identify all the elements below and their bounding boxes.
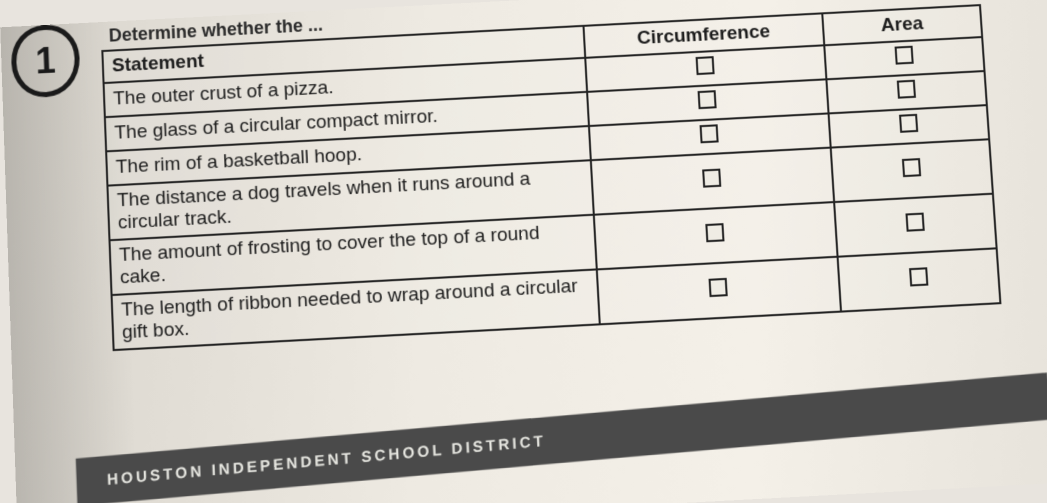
footer-bar: HOUSTON INDEPENDENT SCHOOL DISTRICT: [76, 373, 1047, 503]
area-cell: [831, 139, 993, 202]
checkbox-icon[interactable]: [899, 114, 918, 133]
checkbox-icon[interactable]: [700, 124, 719, 143]
area-cell: [834, 194, 997, 257]
circumference-cell: [596, 257, 840, 325]
question-number: 1: [35, 40, 57, 83]
checkbox-icon[interactable]: [698, 90, 717, 109]
question-number-circle: 1: [10, 23, 81, 99]
checkbox-icon[interactable]: [894, 46, 913, 65]
checkbox-icon[interactable]: [706, 223, 725, 242]
checkbox-icon[interactable]: [709, 278, 728, 297]
worksheet-paper: Determine whether the ... 1 Statement Ci…: [0, 0, 1047, 503]
checkbox-icon[interactable]: [702, 169, 721, 188]
checkbox-icon[interactable]: [696, 56, 715, 75]
area-cell: [837, 248, 1000, 311]
checkbox-icon[interactable]: [902, 158, 921, 177]
checkbox-icon[interactable]: [897, 80, 916, 99]
footer-text: HOUSTON INDEPENDENT SCHOOL DISTRICT: [107, 432, 547, 488]
statements-table: Statement Circumference Area The outer c…: [101, 4, 1001, 351]
checkbox-icon[interactable]: [909, 267, 928, 286]
checkbox-icon[interactable]: [905, 213, 924, 232]
